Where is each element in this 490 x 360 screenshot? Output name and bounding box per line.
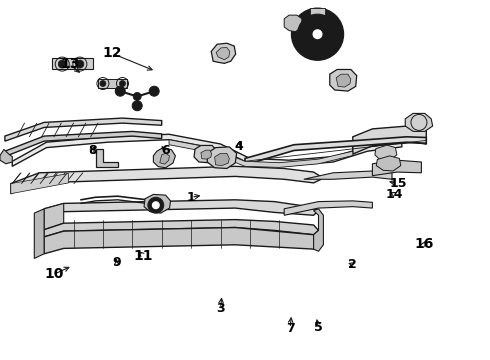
Circle shape <box>313 29 322 39</box>
Polygon shape <box>330 69 357 91</box>
Text: 11: 11 <box>133 249 153 262</box>
Polygon shape <box>5 118 162 141</box>
Circle shape <box>148 197 164 213</box>
Polygon shape <box>11 166 323 194</box>
Polygon shape <box>336 74 351 87</box>
Circle shape <box>306 22 329 46</box>
Polygon shape <box>215 153 229 166</box>
Polygon shape <box>44 220 319 237</box>
Polygon shape <box>216 48 230 60</box>
Polygon shape <box>353 137 426 151</box>
Polygon shape <box>353 125 426 154</box>
Polygon shape <box>12 134 402 166</box>
Polygon shape <box>372 160 421 176</box>
Polygon shape <box>144 194 171 213</box>
Text: 9: 9 <box>112 256 121 269</box>
Text: 5: 5 <box>314 321 323 334</box>
Polygon shape <box>284 201 372 215</box>
Polygon shape <box>304 171 392 179</box>
Circle shape <box>132 101 142 111</box>
Text: 10: 10 <box>44 267 64 281</box>
Circle shape <box>133 93 141 100</box>
Polygon shape <box>375 145 397 161</box>
Circle shape <box>297 14 338 54</box>
Polygon shape <box>44 228 319 254</box>
Polygon shape <box>284 15 302 32</box>
Polygon shape <box>11 174 69 194</box>
Polygon shape <box>245 137 426 165</box>
Text: 15: 15 <box>389 177 407 190</box>
Text: 6: 6 <box>161 144 170 157</box>
Polygon shape <box>5 131 162 157</box>
Polygon shape <box>201 150 212 159</box>
Circle shape <box>152 201 160 209</box>
Polygon shape <box>376 156 401 171</box>
Text: 2: 2 <box>348 258 357 271</box>
Circle shape <box>115 86 125 96</box>
Polygon shape <box>34 209 44 258</box>
Polygon shape <box>194 145 217 163</box>
Circle shape <box>120 81 125 86</box>
Polygon shape <box>314 209 323 251</box>
Text: 14: 14 <box>386 188 403 201</box>
Text: 8: 8 <box>88 144 97 157</box>
Text: 4: 4 <box>234 140 243 153</box>
Text: 16: 16 <box>414 237 434 251</box>
Text: 1: 1 <box>187 191 196 204</box>
Circle shape <box>149 86 159 96</box>
Polygon shape <box>96 149 118 167</box>
Polygon shape <box>0 149 12 164</box>
Polygon shape <box>153 148 175 168</box>
Polygon shape <box>44 200 319 215</box>
Circle shape <box>76 60 84 68</box>
Polygon shape <box>52 58 93 69</box>
Polygon shape <box>310 8 325 15</box>
Polygon shape <box>44 203 64 230</box>
Circle shape <box>100 81 106 86</box>
Polygon shape <box>160 153 170 164</box>
Circle shape <box>58 60 66 68</box>
Polygon shape <box>169 140 353 167</box>
Polygon shape <box>98 79 127 88</box>
Circle shape <box>292 8 343 60</box>
Polygon shape <box>207 147 237 168</box>
Polygon shape <box>405 113 433 131</box>
Text: 7: 7 <box>286 322 294 335</box>
Text: 13: 13 <box>60 57 80 71</box>
Text: 3: 3 <box>216 302 225 315</box>
Polygon shape <box>211 43 236 63</box>
Text: 12: 12 <box>102 46 122 60</box>
